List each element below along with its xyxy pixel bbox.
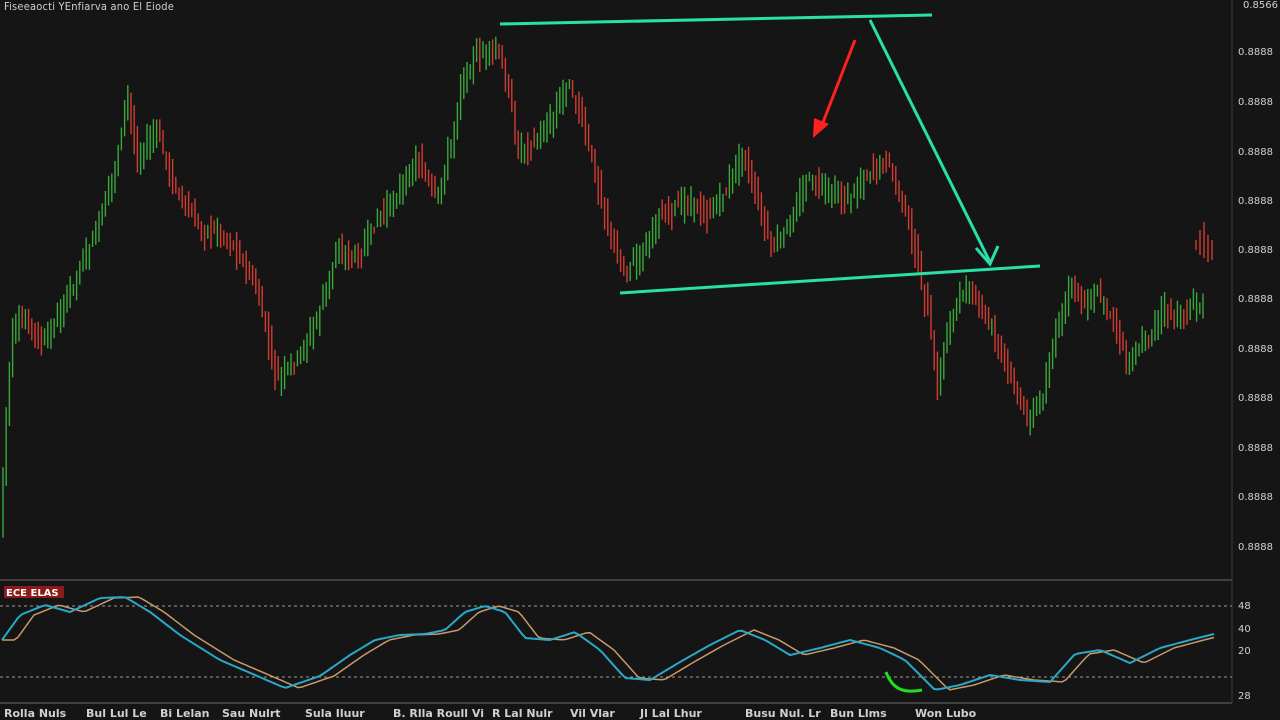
time-tick-label: Sau Nulrt [222, 707, 281, 720]
time-tick-label: R Lal Nulr [492, 707, 553, 720]
price-tick-label: 0.8888 [1238, 245, 1273, 256]
price-axis: 0.8888 0.8888 0.8888 0.8888 0.8888 0.8888 0.88… [1238, 47, 1273, 553]
oscillator-signal-line [2, 596, 1215, 691]
osc-level-4: 28 [1238, 691, 1251, 702]
osc-title-bg [4, 586, 64, 598]
chart-title: Fiseeaocti YEnfiarva ano El Eiode [4, 0, 175, 13]
time-axis: Rolla Nuls Bul Lul Le Bi Lelan Sau Nulrt Sul… [4, 707, 977, 720]
red-down-arrow [818, 39, 857, 131]
time-tick-label: Jl Lal Lhur [639, 707, 702, 720]
price-tick-label: 0.8888 [1238, 196, 1273, 207]
time-tick-label: Rolla Nuls [4, 707, 67, 720]
red-arrowhead [813, 118, 829, 138]
breakout-arrow [868, 19, 992, 263]
time-tick-label: Bi Lelan [160, 707, 209, 720]
time-tick-label: Bun Llms [830, 707, 887, 720]
price-tick-label: 0.8888 [1238, 393, 1273, 404]
time-tick-label: Sula Iluur [305, 707, 365, 720]
osc-level-1: 48 [1238, 601, 1251, 612]
price-tick-label: 0.8888 [1238, 47, 1273, 58]
candlestick-series [2, 36, 1213, 538]
price-tick-label: 0.8888 [1238, 492, 1273, 503]
green-annotation-mark [884, 671, 923, 693]
price-tick-label: 0.8888 [1238, 294, 1273, 305]
price-tick-label: 0.8888 [1238, 147, 1273, 158]
breakout-arrowhead [974, 245, 1000, 267]
price-tick-label: 0.8888 [1238, 344, 1273, 355]
time-tick-label: Busu Nul. Lr [745, 707, 821, 720]
osc-level-2: 40 [1238, 624, 1251, 635]
oscillator-title: ECE ELAS [6, 588, 59, 599]
price-tick-label: 0.8888 [1238, 97, 1273, 108]
time-tick-label: B. Rlla Roull Vi [393, 707, 484, 720]
oscillator-main-line [1, 596, 1215, 691]
time-tick-label: Won Lubo [915, 707, 977, 720]
upper-channel-line [499, 13, 933, 26]
time-tick-label: Bul Lul Le [86, 707, 147, 720]
lower-channel-line [619, 264, 1041, 295]
time-tick-label: Vil Vlar [570, 707, 615, 720]
top-price-label: 0.8566 [1243, 0, 1278, 11]
price-tick-label: 0.8888 [1238, 443, 1273, 454]
osc-level-3: 20 [1238, 646, 1251, 657]
price-tick-label: 0.8888 [1238, 542, 1273, 553]
